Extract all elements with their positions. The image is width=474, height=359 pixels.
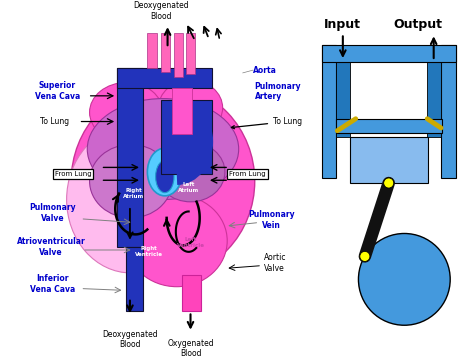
Ellipse shape — [126, 195, 227, 287]
Ellipse shape — [90, 144, 172, 218]
Ellipse shape — [67, 126, 195, 273]
Bar — [337, 45, 350, 137]
Text: Aorta: Aorta — [253, 66, 277, 75]
Text: To Lung: To Lung — [231, 117, 302, 129]
Text: Right
Atrium: Right Atrium — [123, 188, 144, 199]
Bar — [147, 33, 156, 68]
Ellipse shape — [90, 83, 163, 142]
Text: Pulmonary
Vein: Pulmonary Vein — [248, 210, 294, 230]
Text: From Lung: From Lung — [229, 171, 265, 177]
Bar — [350, 137, 428, 183]
Text: Atrioventricular
Valve: Atrioventricular Valve — [17, 237, 85, 257]
Bar — [117, 68, 143, 247]
Text: Left
Atrium: Left Atrium — [178, 182, 199, 193]
Text: Pulmonary
Valve: Pulmonary Valve — [29, 203, 76, 223]
Bar — [337, 119, 442, 134]
Text: Pulmonary
Artery: Pulmonary Artery — [255, 81, 301, 101]
Bar — [182, 275, 201, 312]
Bar — [172, 88, 192, 134]
Ellipse shape — [155, 160, 174, 193]
Bar — [161, 101, 211, 174]
Bar — [117, 68, 211, 88]
Bar — [161, 33, 170, 72]
Text: From Lung: From Lung — [55, 171, 91, 177]
Ellipse shape — [156, 142, 225, 202]
Text: To Lung: To Lung — [40, 117, 69, 126]
Bar — [441, 45, 456, 178]
Ellipse shape — [158, 80, 223, 135]
Ellipse shape — [147, 148, 182, 196]
Text: Inferior
Vena Cava: Inferior Vena Cava — [30, 274, 75, 294]
Text: Aortic
Valve: Aortic Valve — [264, 253, 286, 272]
Text: Deoxygenated
Blood: Deoxygenated Blood — [102, 330, 158, 349]
Bar — [322, 45, 337, 178]
Bar — [186, 33, 195, 74]
Bar — [427, 45, 441, 137]
Ellipse shape — [71, 85, 255, 278]
Text: Superior
Vena Cava: Superior Vena Cava — [35, 81, 80, 101]
Bar — [322, 45, 456, 62]
Text: Output: Output — [393, 18, 443, 31]
Text: Deoxygenated
Blood: Deoxygenated Blood — [133, 1, 189, 20]
Circle shape — [360, 251, 370, 261]
Text: Input: Input — [324, 18, 361, 31]
Bar — [174, 33, 183, 78]
Text: Right
Ventricle: Right Ventricle — [135, 246, 163, 257]
Text: Oxygenated
Blood: Oxygenated Blood — [167, 339, 214, 358]
Circle shape — [358, 233, 450, 325]
Circle shape — [383, 178, 394, 188]
Bar — [126, 247, 143, 312]
Ellipse shape — [87, 99, 239, 200]
Bar — [317, 13, 460, 343]
Text: Left
Ventricle: Left Ventricle — [176, 237, 204, 248]
